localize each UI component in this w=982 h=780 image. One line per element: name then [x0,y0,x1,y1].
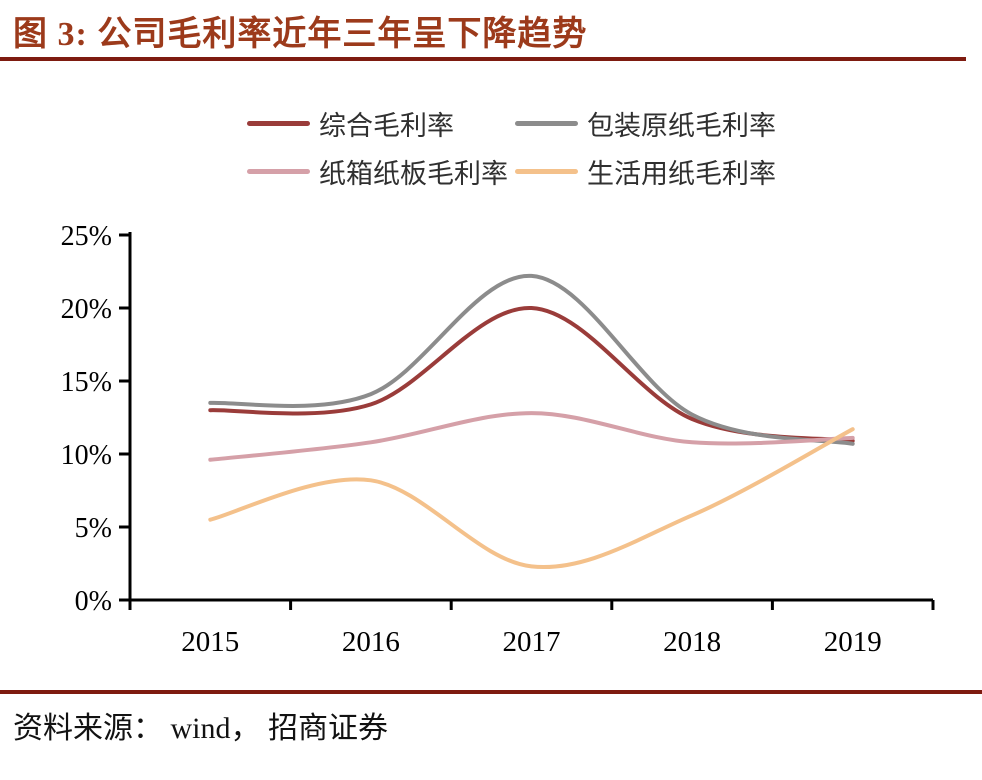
legend-label: 纸箱纸板毛利率 [319,158,508,189]
y-axis-tick-label: 0% [75,586,112,617]
legend-label: 生活用纸毛利率 [587,158,776,189]
legend-label: 包装原纸毛利率 [587,110,776,141]
x-axis-tick-label: 2016 [342,626,400,658]
series-line-综合毛利率 [208,305,855,443]
series-line-包装原纸毛利率 [208,273,855,446]
legend-item-tissue-paper-margin: 生活用纸毛利率 [515,154,776,189]
legend-item-packaging-paper-margin: 包装原纸毛利率 [515,106,776,141]
legend-item-composite-margin: 综合毛利率 [247,106,454,141]
figure-title: 图 3: 公司毛利率近年三年呈下降趋势 [13,16,588,53]
legend-line-swatch [247,168,310,174]
title-underline [0,57,966,61]
y-axis-tick-label: 5% [75,513,112,544]
y-axis-tick-label: 25% [61,221,112,252]
y-axis-tick-label: 15% [61,367,112,398]
x-axis-tick-label: 2018 [663,626,721,658]
x-axis-tick-label: 2019 [824,626,882,658]
legend-item-carton-board-margin: 纸箱纸板毛利率 [247,154,508,189]
series-line-生活用纸毛利率 [208,427,855,570]
legend-line-swatch [515,120,578,126]
legend-label: 综合毛利率 [319,110,454,141]
footer-rule [0,690,982,694]
series-line-纸箱纸板毛利率 [208,411,855,462]
y-axis-tick-label: 20% [61,294,112,325]
legend-line-swatch [247,120,310,126]
legend-line-swatch [515,168,578,174]
x-axis-tick-label: 2015 [181,626,239,658]
x-axis-tick-label: 2017 [503,626,561,658]
source-note: 资料来源： wind， 招商证券 [13,712,388,745]
y-axis-tick-label: 10% [61,440,112,471]
